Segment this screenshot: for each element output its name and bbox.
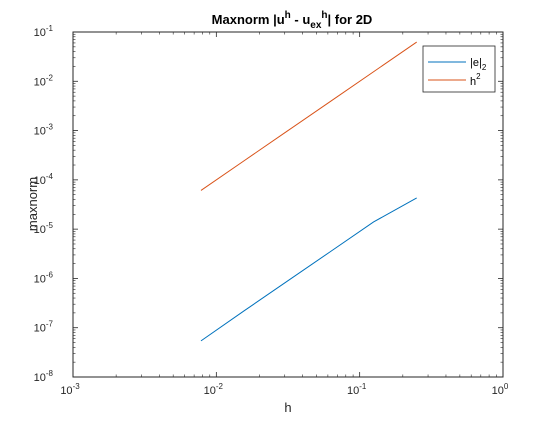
x-tick-label: 10-2 bbox=[204, 382, 224, 397]
axis-ticks: 10-3 10-2 10-1 100 10-8 10-7 10-6 10-5 10-4 10-3 1… bbox=[34, 24, 509, 397]
legend: |e|2 h2 bbox=[422, 45, 496, 93]
y-tick-label: 10-7 bbox=[34, 320, 54, 335]
data-series bbox=[200, 41, 417, 342]
x-tick-label: 10-3 bbox=[60, 382, 80, 397]
legend-label-h-squared: h2 bbox=[470, 72, 481, 88]
x-tick-label: 10-1 bbox=[347, 382, 367, 397]
y-tick-label: 10-1 bbox=[34, 24, 54, 39]
legend-box bbox=[422, 45, 496, 93]
title-sup-1: h bbox=[285, 10, 291, 21]
title-sup-2: h bbox=[321, 10, 327, 21]
x-axis-label: h bbox=[284, 400, 291, 415]
series-line-error bbox=[200, 197, 417, 342]
title-sub: ex bbox=[310, 20, 322, 31]
y-axis-label: maxnorm bbox=[25, 177, 40, 231]
y-tick-label: 10-5 bbox=[34, 221, 54, 236]
y-tick-label: 10-3 bbox=[34, 123, 54, 138]
y-tick-label: 10-2 bbox=[34, 73, 54, 88]
y-tick-label: 10-4 bbox=[34, 172, 54, 187]
chart-title: Maxnorm |uh - uexh| for 2D bbox=[212, 10, 373, 31]
x-tick-label: 100 bbox=[492, 382, 509, 397]
y-tick-label: 10-8 bbox=[34, 369, 54, 384]
series-line-h-squared bbox=[200, 41, 417, 191]
legend-label-error: |e|2 bbox=[470, 57, 487, 72]
y-tick-label: 10-6 bbox=[34, 270, 54, 285]
